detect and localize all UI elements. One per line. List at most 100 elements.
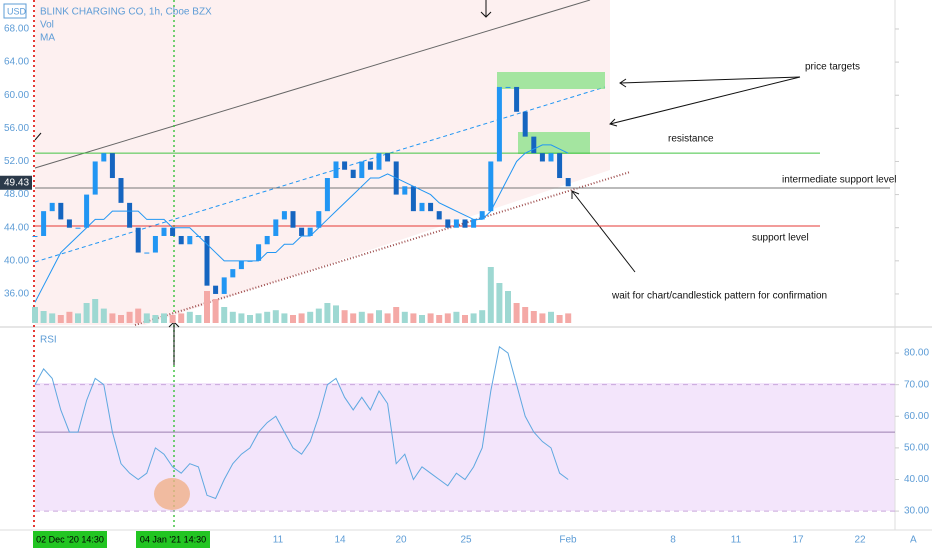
auto-scale[interactable]: A — [910, 535, 917, 546]
x-tick-label: 17 — [792, 535, 804, 546]
candle — [299, 227, 305, 236]
y-tick-label: 60.00 — [4, 90, 29, 101]
candle — [84, 194, 90, 228]
volume-bar — [367, 313, 374, 323]
channel-fill — [35, 0, 610, 325]
volume-bar — [470, 313, 477, 323]
candle — [514, 86, 520, 112]
candle — [367, 161, 373, 170]
candle — [109, 153, 115, 179]
x-label-box — [33, 531, 107, 548]
target-box — [518, 132, 590, 154]
volume-bar — [462, 315, 468, 323]
candle — [170, 227, 176, 236]
y-tick-label: 30.00 — [904, 506, 929, 517]
y-tick-label: 36.00 — [4, 289, 29, 300]
volume-bar — [169, 315, 176, 323]
volume-bar — [487, 267, 494, 323]
candle — [539, 153, 545, 162]
candle — [256, 244, 262, 261]
volume-bar — [66, 311, 73, 323]
x-tick-label: 04 Jan '21 14:30 — [140, 534, 206, 544]
candle — [281, 211, 287, 220]
volume-bar — [444, 313, 451, 323]
candle — [221, 277, 227, 294]
volume-bar — [100, 308, 107, 323]
annotation: support level — [752, 233, 809, 244]
volume-bar — [75, 313, 81, 323]
volume-bar — [221, 307, 228, 323]
volume-bar — [229, 311, 236, 323]
rsi-line — [34, 345, 569, 500]
x-tick-label: 25 — [460, 535, 472, 546]
ma-label: MA — [40, 33, 55, 44]
candle — [479, 211, 485, 220]
volume-bar — [40, 311, 47, 323]
arrows — [34, 0, 801, 365]
currency: USD — [7, 6, 27, 16]
candle — [32, 235, 38, 237]
volume-bar — [152, 315, 159, 323]
candle — [453, 219, 459, 228]
volume-bar — [341, 310, 348, 323]
x-tick-label: 11 — [731, 535, 742, 546]
price-tag-label: 49.43 — [4, 177, 29, 188]
y-tick-label: 48.00 — [4, 189, 29, 200]
candle — [505, 86, 511, 88]
volume-bar — [264, 311, 271, 323]
annotation: wait for chart/candlestick pattern for c… — [611, 291, 827, 302]
candle — [359, 161, 365, 179]
volume-bar — [427, 313, 434, 323]
volume-bar — [83, 303, 90, 323]
candle — [41, 211, 47, 236]
volume-bar — [401, 311, 408, 323]
volume-bar — [135, 308, 142, 323]
annotation: price targets — [805, 62, 860, 73]
volume-bar — [393, 307, 400, 323]
channel-mid — [34, 86, 606, 263]
x-tick-label: 20 — [395, 535, 407, 546]
symbol: BLINK CHARGING CO, 1h, Cboe BZX — [40, 7, 212, 18]
volume-bar — [565, 313, 572, 323]
price-tag — [0, 175, 32, 190]
annotation: resistance — [668, 134, 714, 145]
volume-bar — [315, 308, 322, 323]
y-tick-label: 52.00 — [4, 156, 29, 167]
volume-bar — [376, 310, 382, 323]
volume-bar — [530, 311, 537, 323]
y-tick-label: 60.00 — [904, 411, 929, 422]
candle — [471, 219, 477, 228]
volume-bar — [32, 307, 38, 323]
candle — [350, 169, 356, 179]
candle — [127, 202, 133, 228]
candle — [445, 219, 451, 228]
candle — [58, 202, 64, 220]
candle — [410, 186, 416, 212]
candle — [316, 211, 322, 228]
x-tick-label: 22 — [854, 535, 866, 546]
candle — [548, 153, 554, 162]
candle — [333, 161, 339, 179]
target-box — [497, 72, 605, 89]
candle — [428, 202, 434, 212]
x-tick-label: 02 Dec '20 14:30 — [36, 534, 104, 544]
volume-bar — [143, 313, 150, 323]
candle — [376, 153, 382, 170]
volume-bar — [281, 313, 288, 323]
ma-line — [34, 144, 569, 303]
candle — [522, 111, 528, 137]
volume-bar — [513, 303, 520, 323]
candle — [264, 235, 270, 245]
candle — [565, 178, 571, 187]
candle — [213, 285, 219, 294]
volume-bar — [522, 307, 529, 323]
volume-bar — [92, 299, 99, 323]
y-tick-label: 40.00 — [4, 255, 29, 266]
candle — [118, 178, 124, 203]
y-tick-label: 56.00 — [4, 123, 29, 134]
volume-bar — [307, 311, 314, 323]
candle — [273, 219, 279, 236]
volume-bar — [49, 313, 56, 323]
x-tick-label: 14 — [334, 535, 346, 546]
candle — [178, 235, 184, 245]
